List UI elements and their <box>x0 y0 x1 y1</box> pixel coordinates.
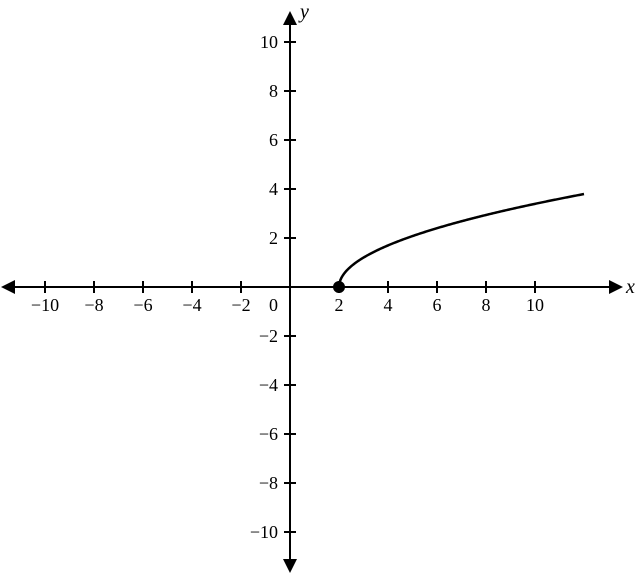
x-tick-label: 8 <box>482 295 491 315</box>
x-tick-label: −4 <box>182 295 201 315</box>
y-tick-label: 6 <box>269 130 278 150</box>
y-tick-label: −6 <box>259 424 278 444</box>
x-tick-label: 6 <box>433 295 442 315</box>
curve-start-point <box>334 282 344 292</box>
y-tick-label: −10 <box>250 522 278 542</box>
function-curve <box>339 194 584 287</box>
x-tick-label: 4 <box>384 295 393 315</box>
y-tick-label: −4 <box>259 375 278 395</box>
x-tick-label: −6 <box>133 295 152 315</box>
y-tick-label: 2 <box>269 228 278 248</box>
y-tick-label: −8 <box>259 473 278 493</box>
x-tick-label: −8 <box>84 295 103 315</box>
x-tick-label: 10 <box>526 295 544 315</box>
y-axis-label: y <box>298 1 309 23</box>
x-tick-label: 2 <box>335 295 344 315</box>
y-tick-label: 10 <box>260 32 278 52</box>
chart-container: x y −10 −8 −6 −4 −2 2 4 6 8 10 −10 −8 −6 −4 −2 2 4 6 8 10 0 <box>0 0 640 574</box>
y-tick-label: 4 <box>269 179 278 199</box>
y-tick-label: −2 <box>259 326 278 346</box>
coordinate-plane: x y −10 −8 −6 −4 −2 2 4 6 8 10 −10 −8 −6 −4 −2 2 4 6 8 10 0 <box>0 0 640 574</box>
origin-label: 0 <box>269 295 278 315</box>
y-tick-label: 8 <box>269 81 278 101</box>
x-axis-label: x <box>625 276 635 298</box>
x-tick-label: −10 <box>31 295 59 315</box>
x-tick-label: −2 <box>231 295 250 315</box>
